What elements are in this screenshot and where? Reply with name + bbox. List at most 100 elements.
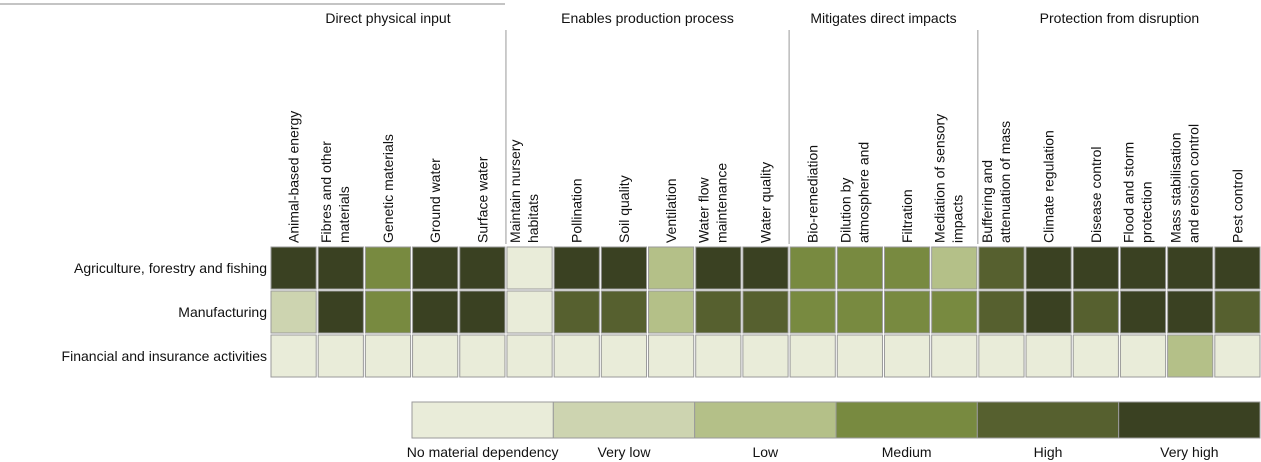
cell (742, 290, 789, 334)
group-label: Enables production process (561, 10, 734, 26)
cell (695, 290, 742, 334)
row-label: Financial and insurance activities (62, 348, 267, 364)
cell (883, 246, 931, 290)
cell (648, 334, 695, 378)
cell (317, 290, 364, 334)
column-label: Fibres and other (318, 141, 334, 243)
column-label: and erosion control (1186, 124, 1202, 243)
cell (695, 334, 742, 378)
cell (1025, 290, 1072, 334)
legend-swatch (1118, 401, 1261, 439)
cell (553, 334, 600, 378)
cell (459, 290, 506, 334)
cell (270, 290, 317, 334)
legend-label: Very low (598, 444, 652, 460)
group-label: Protection from disruption (1040, 10, 1200, 26)
column-label: Disease control (1088, 147, 1104, 244)
cell (600, 246, 648, 290)
column-label: Dilution by (837, 178, 853, 243)
cell (1214, 246, 1261, 290)
cell (789, 334, 836, 378)
column-label: Ventilation (663, 178, 679, 243)
column-label: attenuation of mass (997, 121, 1013, 243)
column-label: protection (1138, 182, 1154, 243)
column-label: Water flow (696, 177, 712, 243)
column-label: materials (336, 186, 352, 243)
column-label: Pollination (569, 178, 585, 243)
cell (931, 246, 978, 290)
cell (931, 334, 978, 378)
cell (1167, 290, 1214, 334)
row-label: Manufacturing (178, 304, 267, 320)
cell (931, 290, 978, 334)
cell (648, 246, 695, 290)
cell (1214, 334, 1261, 378)
column-label: habitats (525, 194, 541, 243)
cell (412, 290, 459, 334)
column-label: Genetic materials (380, 134, 396, 243)
cell (742, 334, 789, 378)
legend-label: Very high (1160, 444, 1218, 460)
cell (412, 246, 459, 290)
cell (1119, 290, 1167, 334)
cell (506, 290, 553, 334)
column-label: impacts (950, 195, 966, 243)
cell (459, 246, 506, 290)
cell (836, 290, 883, 334)
cell (459, 334, 506, 378)
column-label: Water quality (758, 162, 774, 243)
cell (317, 334, 364, 378)
cell (789, 246, 836, 290)
column-label: Animal-based energy (286, 111, 302, 243)
legend-swatch (694, 401, 837, 439)
column-label: Flood and storm (1120, 142, 1136, 243)
column-label: Surface water (474, 156, 490, 243)
cell (1025, 334, 1072, 378)
cell (836, 246, 883, 290)
legend-swatch (835, 401, 978, 439)
cell (883, 290, 931, 334)
column-label: Bio-remediation (805, 145, 821, 243)
column-label: Soil quality (616, 175, 632, 243)
cell (1119, 334, 1167, 378)
column-label: Filtration (899, 189, 915, 243)
column-label: Pest control (1229, 169, 1245, 243)
cell (742, 246, 789, 290)
legend-label: Medium (882, 444, 932, 460)
cell (1167, 334, 1214, 378)
cell (506, 246, 553, 290)
cell (553, 246, 600, 290)
cell (1167, 246, 1214, 290)
cell (695, 246, 742, 290)
cell (364, 334, 412, 378)
cell (270, 334, 317, 378)
legend-label: No material dependency (407, 444, 559, 460)
cell (600, 334, 648, 378)
cell (412, 334, 459, 378)
cell (1072, 246, 1119, 290)
cell (1072, 290, 1119, 334)
cell (1214, 290, 1261, 334)
cell (648, 290, 695, 334)
group-label: Mitigates direct impacts (810, 10, 956, 26)
row-label: Agriculture, forestry and fishing (74, 260, 267, 276)
group-label: Direct physical input (325, 10, 450, 26)
column-label: atmosphere and (855, 142, 871, 243)
column-label: Buffering and (979, 160, 995, 243)
cell (317, 246, 364, 290)
cell (600, 290, 648, 334)
legend-swatch (976, 401, 1120, 439)
cell (1119, 246, 1167, 290)
legend-label: High (1034, 444, 1063, 460)
cell (978, 246, 1025, 290)
cell (364, 290, 412, 334)
legend-swatch (552, 401, 696, 439)
cell (1072, 334, 1119, 378)
column-label: Ground water (427, 158, 443, 243)
column-label: maintenance (714, 163, 730, 243)
cell (506, 334, 553, 378)
cell (978, 290, 1025, 334)
legend-swatch (411, 401, 554, 439)
cell (883, 334, 931, 378)
cell (364, 246, 412, 290)
